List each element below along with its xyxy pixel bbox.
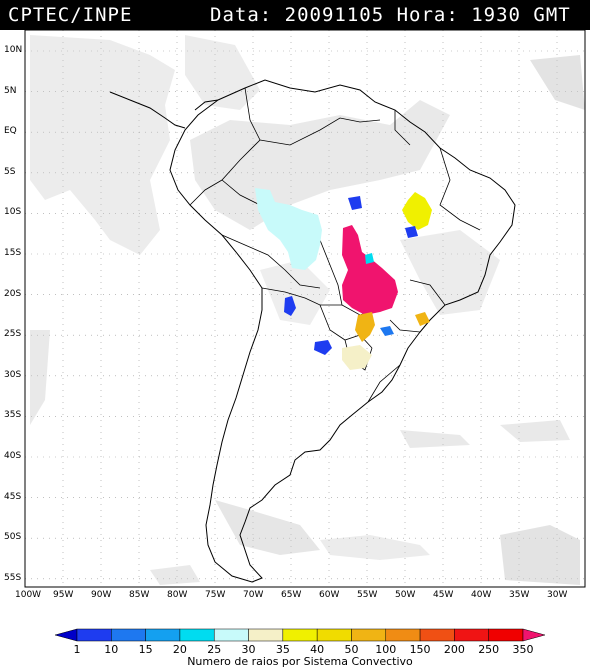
country-borders — [189, 87, 481, 403]
map-canvas[interactable] — [0, 30, 590, 590]
lat-tick-label: 15S — [4, 248, 22, 258]
lat-tick-label: EQ — [4, 126, 17, 137]
lon-tick-label: 80W — [167, 590, 188, 600]
system-central-blue-1[interactable] — [348, 196, 362, 210]
colorbar-tick-label: 100 — [375, 643, 397, 656]
system-cyan-small[interactable] — [365, 253, 374, 264]
system-uruguay[interactable] — [342, 345, 372, 370]
lon-tick-label: 70W — [243, 590, 264, 600]
colorbar-segment — [111, 628, 146, 642]
colorbar-segment — [522, 628, 545, 642]
colorbar-segment — [351, 628, 387, 642]
cloud-cover — [30, 35, 585, 585]
colorbar-tick-label: 20 — [172, 643, 187, 656]
colorbar-segment — [55, 628, 78, 642]
colorbar-tick-label: 40 — [310, 643, 325, 656]
lon-tick-label: 40W — [471, 590, 492, 600]
system-mato-grosso[interactable] — [342, 225, 398, 315]
system-bolivia-north[interactable] — [255, 188, 322, 270]
lat-tick-label: 20S — [4, 288, 22, 299]
lat-tick-label: 50S — [4, 532, 22, 543]
colorbar-segment — [76, 628, 112, 642]
colorbar-tick-label: 150 — [409, 643, 431, 656]
colorbar-tick-label: 50 — [344, 643, 359, 656]
lon-tick-label: 35W — [509, 590, 530, 600]
lon-tick-label: 75W — [205, 590, 226, 600]
lon-tick-label: 65W — [281, 590, 302, 600]
title-bar: CPTEC/INPE Data: 20091105 Hora: 1930 GMT — [0, 0, 590, 30]
colorbar-segment — [488, 628, 524, 642]
lat-tick-label: 5N — [4, 85, 17, 96]
south-america-coastline — [169, 79, 516, 583]
convective-systems[interactable] — [255, 188, 432, 370]
colorbar-segment — [248, 628, 284, 642]
map-border — [24, 30, 586, 588]
colorbar-segment — [282, 628, 318, 642]
colorbar-segment — [454, 628, 489, 642]
colorbar-segment — [179, 628, 215, 642]
colorbar-caption: Numero de raios por Sistema Convectivo — [187, 655, 413, 668]
colorbar-tick-label: 250 — [478, 643, 500, 656]
lon-tick-label: 100W — [15, 590, 42, 600]
colorbar-tick-label: 10 — [104, 643, 119, 656]
system-central-blue-2[interactable] — [405, 226, 418, 238]
lon-tick-label: 60W — [319, 590, 340, 600]
lon-tick-label: 90W — [91, 590, 112, 600]
lat-tick-label: 45S — [4, 491, 22, 502]
colorbar-segment — [419, 628, 455, 642]
lat-tick-label: 35S — [4, 410, 22, 421]
colorbar-tick-label: 350 — [512, 643, 534, 656]
lat-tick-label: 30S — [4, 369, 22, 380]
source-label: CPTEC/INPE — [8, 4, 133, 26]
lon-tick-label: 45W — [433, 590, 454, 600]
colorbar-segment — [385, 628, 421, 642]
colorbar — [55, 628, 545, 642]
lat-tick-label: 10S — [4, 207, 22, 218]
system-parana[interactable] — [355, 312, 375, 342]
lat-tick-label: 55S — [4, 572, 22, 583]
system-paraguay[interactable] — [284, 296, 296, 316]
date-time-label: Data: 20091105 Hora: 1930 GMT — [210, 4, 571, 26]
lon-tick-label: 30W — [547, 590, 568, 600]
colorbar-tick-label: 30 — [241, 643, 256, 656]
lon-tick-label: 55W — [357, 590, 378, 600]
system-santa-catarina-blue[interactable] — [380, 326, 394, 336]
lon-tick-label: 85W — [129, 590, 150, 600]
lat-tick-label: 10N — [4, 45, 23, 55]
lon-tick-label: 50W — [395, 590, 416, 600]
system-parana-east[interactable] — [415, 312, 430, 326]
colorbar-tick-label: 15 — [138, 643, 153, 656]
colorbar-tick-label: 35 — [275, 643, 290, 656]
central-america-coastline — [109, 91, 219, 129]
colorbar-segment — [316, 628, 352, 642]
map-background — [25, 30, 585, 587]
system-bahia[interactable] — [402, 192, 432, 230]
colorbar-segment — [145, 628, 181, 642]
colorbar-tick-label: 1 — [73, 643, 81, 656]
colorbar-segment — [213, 628, 249, 642]
lat-tick-label: 40S — [4, 451, 22, 461]
lat-tick-label: 5S — [4, 166, 16, 177]
colorbar-tick-label: 200 — [443, 643, 465, 656]
system-argentina-ne[interactable] — [314, 340, 332, 355]
colorbar-tick-label: 25 — [207, 643, 222, 656]
lon-tick-label: 95W — [53, 590, 74, 600]
lat-tick-label: 25S — [4, 329, 22, 340]
